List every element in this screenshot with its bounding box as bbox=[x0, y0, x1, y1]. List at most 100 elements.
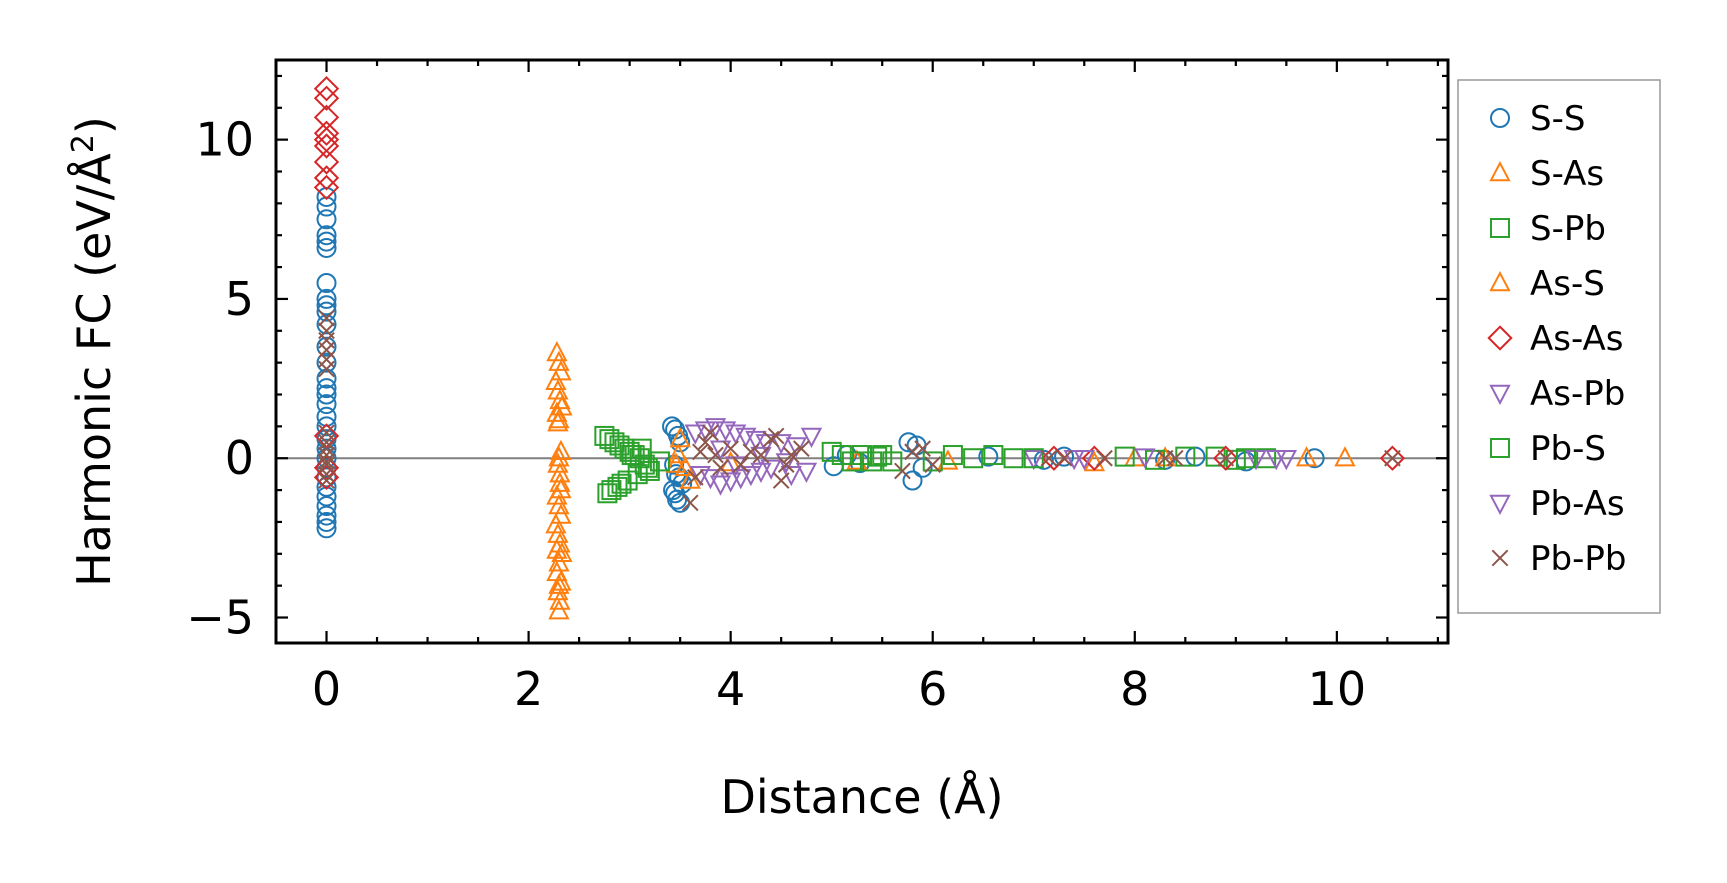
legend-marker bbox=[1490, 438, 1510, 458]
data-point bbox=[722, 440, 740, 458]
data-point bbox=[742, 443, 760, 461]
data-markers bbox=[313, 76, 1406, 620]
data-point bbox=[607, 476, 628, 497]
data-point bbox=[821, 441, 842, 462]
data-point bbox=[621, 445, 642, 466]
data-point bbox=[316, 288, 337, 309]
data-point bbox=[316, 394, 337, 415]
data-point bbox=[1096, 449, 1113, 467]
data-point bbox=[674, 455, 696, 476]
data-point bbox=[684, 424, 706, 445]
data-point bbox=[963, 448, 984, 469]
series-S-Pb bbox=[594, 425, 1277, 504]
series-S-S bbox=[316, 186, 1325, 539]
legend: S-S S-As S-Pb As-S As-As As-Pb Pb-S Pb-As Pb-Pb bbox=[1457, 79, 1661, 614]
legend-label: S-S bbox=[1530, 99, 1585, 139]
data-point bbox=[316, 496, 337, 517]
y-axis-label-main: Harmonic FC (eV/Å bbox=[67, 153, 121, 587]
data-point bbox=[313, 120, 340, 146]
x-axis-label: Distance (Å) bbox=[720, 770, 1003, 824]
data-point bbox=[697, 433, 714, 451]
data-point bbox=[782, 446, 800, 464]
data-point bbox=[730, 469, 752, 490]
data-point bbox=[793, 440, 810, 458]
tick-labels: 0 2 4 6 8 10 −5 0 5 10 bbox=[186, 113, 1366, 716]
data-point bbox=[316, 209, 337, 230]
data-point bbox=[1054, 446, 1075, 467]
data-point bbox=[922, 451, 943, 472]
x-tick-label: 10 bbox=[1308, 662, 1367, 716]
legend-label: Pb-S bbox=[1530, 429, 1606, 469]
data-point bbox=[862, 451, 883, 472]
data-point bbox=[649, 451, 670, 472]
data-point bbox=[548, 493, 570, 515]
data-point bbox=[872, 445, 893, 466]
legend-entry: S-As bbox=[1489, 154, 1604, 194]
data-point bbox=[1384, 449, 1401, 467]
legend-marker bbox=[1489, 160, 1511, 182]
data-point bbox=[318, 360, 335, 378]
data-point bbox=[1023, 448, 1044, 469]
y-axis-label: Harmonic FC (eV/Å2) bbox=[66, 116, 122, 587]
legend-marker bbox=[1489, 270, 1511, 292]
data-point bbox=[912, 457, 933, 478]
data-point bbox=[1265, 450, 1287, 471]
data-point bbox=[548, 599, 570, 620]
data-point bbox=[545, 513, 567, 534]
y-tick-label: 10 bbox=[195, 113, 254, 167]
data-point bbox=[313, 174, 340, 201]
legend-entry: As-S bbox=[1489, 264, 1605, 304]
data-point bbox=[740, 465, 762, 487]
legend-entry: As-As bbox=[1487, 319, 1623, 359]
legend-label: As-S bbox=[1530, 264, 1605, 304]
data-point bbox=[611, 473, 632, 494]
data-point bbox=[318, 472, 335, 489]
legend-entries: S-S S-As S-Pb As-S As-As As-Pb Pb-S Pb-As Pb-Pb bbox=[1487, 99, 1626, 579]
data-point bbox=[894, 462, 911, 480]
data-point bbox=[665, 452, 687, 473]
data-point bbox=[316, 467, 337, 488]
y-axis-label-close: ) bbox=[67, 116, 121, 134]
data-point bbox=[1334, 446, 1356, 467]
data-point bbox=[316, 511, 337, 532]
data-point bbox=[318, 465, 335, 483]
legend-label: As-As bbox=[1530, 319, 1623, 359]
legend-entry: S-S bbox=[1490, 99, 1585, 139]
legend-entry: As-Pb bbox=[1489, 374, 1625, 414]
series-Pb-Pb bbox=[318, 309, 1401, 512]
data-point bbox=[732, 456, 750, 473]
data-point bbox=[1114, 446, 1135, 467]
data-point bbox=[548, 350, 570, 371]
data-point bbox=[712, 459, 729, 477]
data-point bbox=[318, 453, 335, 470]
data-point bbox=[1304, 448, 1325, 469]
data-point bbox=[709, 440, 732, 461]
x-tick-label: 6 bbox=[918, 662, 947, 716]
legend-marker bbox=[1490, 108, 1510, 128]
data-point bbox=[709, 475, 732, 496]
axis-ticks bbox=[274, 60, 1448, 643]
data-point bbox=[619, 441, 640, 462]
data-point bbox=[549, 589, 571, 610]
data-point bbox=[549, 462, 571, 483]
legend-label: Pb-As bbox=[1530, 484, 1625, 524]
data-point bbox=[902, 470, 923, 491]
data-point bbox=[316, 237, 337, 258]
data-point bbox=[547, 579, 569, 601]
data-point bbox=[313, 133, 340, 159]
data-point bbox=[852, 445, 872, 466]
plot-area bbox=[276, 76, 1448, 620]
data-point bbox=[313, 149, 340, 175]
data-point bbox=[942, 445, 963, 466]
data-point bbox=[667, 442, 689, 464]
legend-marker bbox=[1491, 549, 1509, 567]
data-point bbox=[318, 309, 335, 327]
data-point bbox=[316, 225, 337, 246]
data-point bbox=[800, 427, 823, 448]
data-point bbox=[1213, 445, 1239, 471]
data-point bbox=[1055, 449, 1073, 467]
data-point bbox=[904, 443, 921, 461]
data-point bbox=[664, 454, 685, 475]
data-point bbox=[631, 438, 652, 459]
